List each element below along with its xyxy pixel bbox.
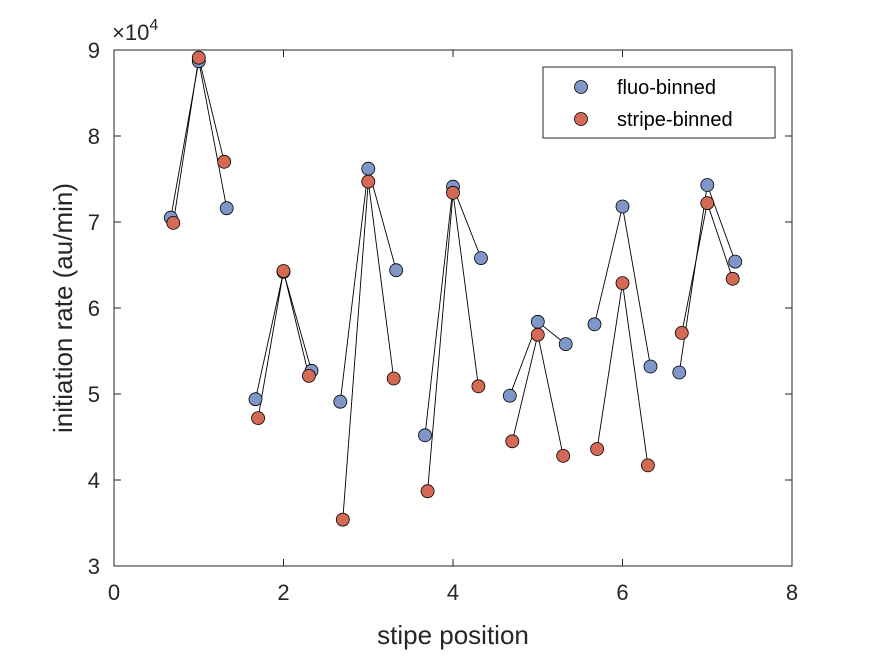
legend-marker-stripe-binned (574, 112, 588, 126)
y-axis-label: initiation rate (au/min) (48, 183, 78, 433)
data-point-stripe-binned (420, 484, 435, 499)
data-point-fluo-binned (615, 199, 630, 214)
data-point-fluo-binned (587, 317, 602, 332)
x-tick-label: 0 (108, 580, 120, 605)
data-point-stripe-binned (166, 215, 181, 230)
data-point-fluo-binned (672, 365, 687, 380)
y-tick-label: 3 (88, 554, 100, 579)
data-point-stripe-binned (641, 458, 655, 473)
legend-label-fluo-binned: fluo-binned (617, 77, 716, 99)
data-point-fluo-binned (502, 388, 517, 403)
data-point-fluo-binned (558, 337, 573, 352)
x-tick-label: 6 (616, 580, 628, 605)
data-point-stripe-binned (700, 196, 715, 211)
data-point-stripe-binned (386, 371, 401, 386)
data-point-stripe-binned (505, 434, 520, 449)
data-point-fluo-binned (361, 161, 376, 176)
y-tick-label: 9 (88, 38, 100, 63)
data-point-fluo-binned (474, 251, 488, 266)
y-tick-label: 5 (88, 382, 100, 407)
data-point-stripe-binned (725, 271, 740, 286)
data-point-stripe-binned (217, 154, 232, 169)
y-tick-label: 7 (88, 210, 100, 235)
data-point-fluo-binned (389, 263, 404, 278)
legend-box (542, 66, 776, 139)
data-point-fluo-binned (700, 178, 715, 192)
legend-label-stripe-binned: stripe-binned (617, 109, 733, 131)
data-point-fluo-binned (333, 394, 348, 409)
data-point-fluo-binned (643, 359, 658, 374)
data-point-stripe-binned (615, 276, 630, 291)
data-point-fluo-binned (530, 314, 545, 329)
data-point-fluo-binned (248, 392, 263, 407)
legend-marker-fluo-binned (574, 80, 588, 94)
axis-ticks: 0 2 4 6 8 3 4 5 6 7 8 9 (88, 38, 798, 605)
y-tick-label: 8 (88, 124, 100, 149)
data-point-stripe-binned (276, 264, 291, 278)
data-point-stripe-binned (530, 327, 545, 342)
data-point-stripe-binned (191, 50, 206, 65)
x-tick-label: 2 (277, 580, 289, 605)
data-point-stripe-binned (361, 174, 376, 189)
x-tick-label: 4 (447, 580, 459, 605)
data-points (163, 50, 743, 527)
x-axis-label: stipe position (377, 620, 529, 650)
data-point-stripe-binned (674, 325, 689, 340)
legend: fluo-binned stripe-binned (542, 66, 776, 139)
x-tick-label: 8 (786, 580, 798, 605)
data-point-stripe-binned (556, 448, 571, 463)
data-point-stripe-binned (590, 442, 604, 456)
data-point-stripe-binned (471, 379, 486, 394)
y-tick-label: 6 (88, 296, 100, 321)
data-point-fluo-binned (728, 254, 743, 269)
y-exponent-label: ×104 (112, 17, 158, 45)
y-tick-label: 4 (88, 468, 100, 493)
data-point-fluo-binned (418, 428, 432, 443)
data-point-stripe-binned (446, 185, 460, 200)
data-point-stripe-binned (251, 411, 266, 426)
data-point-stripe-binned (335, 512, 350, 527)
data-point-fluo-binned (219, 201, 234, 216)
data-point-stripe-binned (301, 368, 316, 383)
